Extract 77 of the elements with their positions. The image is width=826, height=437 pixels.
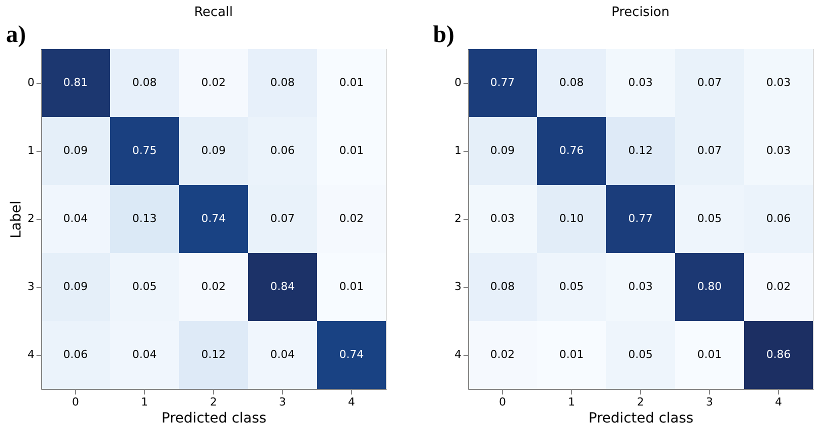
x-tick-label: 1 [568,396,575,408]
x-tick-label: 4 [348,396,355,408]
y-tick-label: 0 [454,76,462,89]
x-tick-label: 0 [72,396,79,408]
data-label: 0.08 [270,76,295,89]
chart-title: Precision [611,5,670,20]
x-axis-title: Predicted class [162,410,266,426]
data-label: 0.07 [697,76,722,89]
x-tick-label: 4 [775,396,782,408]
data-label: 0.77 [628,212,653,225]
data-label: 0.02 [201,280,226,293]
data-label: 0.03 [766,144,791,157]
x-tick-label: 2 [637,396,644,408]
data-label: 0.02 [490,348,515,361]
data-label: 0.12 [201,348,226,361]
data-label: 0.01 [339,144,364,157]
data-label: 0.02 [201,76,226,89]
data-label: 0.81 [63,76,88,89]
data-label: 0.01 [339,76,364,89]
data-label: 0.03 [628,76,653,89]
data-label: 0.04 [63,212,88,225]
data-label: 0.09 [490,144,515,157]
data-label: 0.01 [697,348,722,361]
x-tick-label: 1 [141,396,148,408]
y-tick-label: 1 [454,144,462,157]
data-label: 0.05 [628,348,653,361]
data-label: 0.05 [559,280,584,293]
data-label: 0.06 [766,212,791,225]
y-axis-title: Label [8,200,24,238]
data-label: 0.02 [339,212,364,225]
data-label: 0.06 [270,144,295,157]
data-label: 0.09 [63,144,88,157]
x-tick-label: 3 [706,396,713,408]
text: a) [6,22,26,48]
y-tick-label: 3 [454,280,462,293]
data-label: 0.74 [339,348,364,361]
data-label: 0.06 [63,348,88,361]
text: b) [433,22,454,48]
data-label: 0.13 [132,212,157,225]
data-label: 0.74 [201,212,226,225]
y-tick-label: 2 [454,212,462,225]
data-label: 0.12 [628,144,653,157]
data-label: 0.04 [132,348,157,361]
data-label: 0.05 [697,212,722,225]
data-label: 0.75 [132,144,157,157]
data-label: 0.03 [490,212,515,225]
data-label: 0.03 [628,280,653,293]
data-label: 0.10 [559,212,584,225]
x-tick-label: 3 [279,396,286,408]
data-label: 0.01 [559,348,584,361]
data-label: 0.04 [270,348,295,361]
x-axis-title: Predicted class [588,410,694,426]
data-label: 0.09 [63,280,88,293]
data-label: 0.08 [559,76,584,89]
data-label: 0.86 [766,348,791,361]
y-tick-label: 2 [28,212,34,225]
data-label: 0.01 [339,280,364,293]
data-label: 0.08 [490,280,515,293]
y-tick-label: 3 [28,280,34,293]
data-label: 0.05 [132,280,157,293]
data-label: 0.77 [490,76,515,89]
data-label: 0.84 [270,280,295,293]
data-label: 0.03 [766,76,791,89]
x-tick-label: 2 [210,396,217,408]
y-tick-label: 4 [28,348,34,361]
data-label: 0.07 [270,212,295,225]
x-tick-label: 0 [499,396,506,408]
y-tick-label: 0 [28,76,34,89]
y-tick-label: 4 [454,348,462,361]
data-label: 0.08 [132,76,157,89]
data-label: 0.07 [697,144,722,157]
data-label: 0.80 [697,280,722,293]
data-label: 0.02 [766,280,791,293]
chart-title: Recall [194,5,233,20]
y-tick-label: 1 [28,144,34,157]
data-label: 0.76 [559,144,584,157]
data-label: 0.09 [201,144,226,157]
